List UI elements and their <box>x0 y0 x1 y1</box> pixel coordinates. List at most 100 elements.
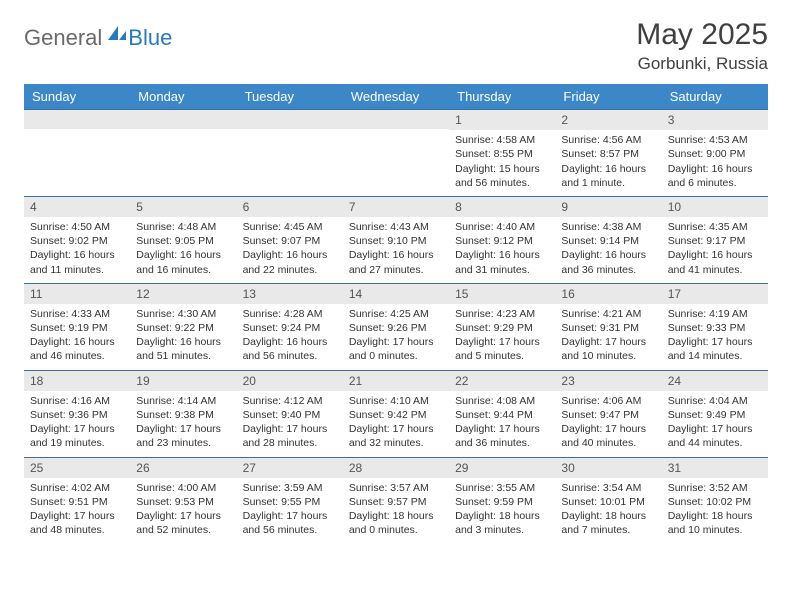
day-body: Sunrise: 4:28 AMSunset: 9:24 PMDaylight:… <box>237 304 343 370</box>
sunrise-line: Sunrise: 4:02 AM <box>30 481 124 495</box>
calendar-row: 18Sunrise: 4:16 AMSunset: 9:36 PMDayligh… <box>24 370 768 457</box>
day-body: Sunrise: 4:53 AMSunset: 9:00 PMDaylight:… <box>662 130 768 196</box>
daylight-line: Daylight: 17 hours and 44 minutes. <box>668 422 762 450</box>
sunrise-line: Sunrise: 4:19 AM <box>668 307 762 321</box>
day-number: 18 <box>24 371 130 391</box>
sunset-line: Sunset: 9:26 PM <box>349 321 443 335</box>
day-number: 1 <box>449 110 555 130</box>
sunset-line: Sunset: 9:12 PM <box>455 234 549 248</box>
calendar-cell <box>130 110 236 197</box>
day-number: 24 <box>662 371 768 391</box>
sunrise-line: Sunrise: 4:38 AM <box>561 220 655 234</box>
sunset-line: Sunset: 10:01 PM <box>561 495 655 509</box>
calendar-cell: 9Sunrise: 4:38 AMSunset: 9:14 PMDaylight… <box>555 196 661 283</box>
day-number <box>237 110 343 129</box>
day-number: 14 <box>343 284 449 304</box>
day-body: Sunrise: 3:54 AMSunset: 10:01 PMDaylight… <box>555 478 661 544</box>
sunset-line: Sunset: 9:33 PM <box>668 321 762 335</box>
sunrise-line: Sunrise: 3:59 AM <box>243 481 337 495</box>
day-number: 13 <box>237 284 343 304</box>
daylight-line: Daylight: 16 hours and 27 minutes. <box>349 248 443 276</box>
calendar-cell <box>237 110 343 197</box>
sunset-line: Sunset: 9:05 PM <box>136 234 230 248</box>
daylight-line: Daylight: 16 hours and 22 minutes. <box>243 248 337 276</box>
sunset-line: Sunset: 9:02 PM <box>30 234 124 248</box>
sunset-line: Sunset: 9:47 PM <box>561 408 655 422</box>
sunrise-line: Sunrise: 4:35 AM <box>668 220 762 234</box>
daylight-line: Daylight: 16 hours and 46 minutes. <box>30 335 124 363</box>
daylight-line: Daylight: 17 hours and 10 minutes. <box>561 335 655 363</box>
day-body: Sunrise: 4:08 AMSunset: 9:44 PMDaylight:… <box>449 391 555 457</box>
sunrise-line: Sunrise: 4:45 AM <box>243 220 337 234</box>
logo-text-blue: Blue <box>128 25 172 51</box>
sunrise-line: Sunrise: 4:06 AM <box>561 394 655 408</box>
day-number: 23 <box>555 371 661 391</box>
header: General Blue May 2025 Gorbunki, Russia <box>24 18 768 74</box>
daylight-line: Daylight: 18 hours and 0 minutes. <box>349 509 443 537</box>
day-body: Sunrise: 4:38 AMSunset: 9:14 PMDaylight:… <box>555 217 661 283</box>
day-body: Sunrise: 4:56 AMSunset: 8:57 PMDaylight:… <box>555 130 661 196</box>
daylight-line: Daylight: 16 hours and 6 minutes. <box>668 162 762 190</box>
calendar-cell: 3Sunrise: 4:53 AMSunset: 9:00 PMDaylight… <box>662 110 768 197</box>
day-body: Sunrise: 4:40 AMSunset: 9:12 PMDaylight:… <box>449 217 555 283</box>
daylight-line: Daylight: 17 hours and 19 minutes. <box>30 422 124 450</box>
day-number: 19 <box>130 371 236 391</box>
day-number: 17 <box>662 284 768 304</box>
calendar-cell: 30Sunrise: 3:54 AMSunset: 10:01 PMDaylig… <box>555 457 661 543</box>
calendar-cell: 28Sunrise: 3:57 AMSunset: 9:57 PMDayligh… <box>343 457 449 543</box>
sunrise-line: Sunrise: 4:21 AM <box>561 307 655 321</box>
day-number: 26 <box>130 458 236 478</box>
daylight-line: Daylight: 16 hours and 16 minutes. <box>136 248 230 276</box>
day-number: 16 <box>555 284 661 304</box>
daylight-line: Daylight: 16 hours and 41 minutes. <box>668 248 762 276</box>
day-number: 27 <box>237 458 343 478</box>
sunset-line: Sunset: 9:49 PM <box>668 408 762 422</box>
day-number: 3 <box>662 110 768 130</box>
sunrise-line: Sunrise: 4:30 AM <box>136 307 230 321</box>
calendar-cell: 24Sunrise: 4:04 AMSunset: 9:49 PMDayligh… <box>662 370 768 457</box>
day-number: 21 <box>343 371 449 391</box>
day-number: 4 <box>24 197 130 217</box>
calendar-cell: 27 Sunrise: 3:59 AMSunset: 9:55 PMDayligh… <box>237 457 343 543</box>
day-body: Sunrise: 4:43 AMSunset: 9:10 PMDaylight:… <box>343 217 449 283</box>
daylight-line: Daylight: 17 hours and 52 minutes. <box>136 509 230 537</box>
sunset-line: Sunset: 9:22 PM <box>136 321 230 335</box>
sunrise-line: Sunrise: 3:57 AM <box>349 481 443 495</box>
calendar-cell: 15Sunrise: 4:23 AMSunset: 9:29 PMDayligh… <box>449 283 555 370</box>
logo-sail-icon <box>106 24 128 47</box>
sunset-line: Sunset: 9:53 PM <box>136 495 230 509</box>
day-body: Sunrise: 4:02 AMSunset: 9:51 PMDaylight:… <box>24 478 130 544</box>
calendar-cell: 8Sunrise: 4:40 AMSunset: 9:12 PMDaylight… <box>449 196 555 283</box>
day-number: 29 <box>449 458 555 478</box>
logo: General Blue <box>24 24 172 51</box>
day-number: 12 <box>130 284 236 304</box>
day-body: Sunrise: 4:19 AMSunset: 9:33 PMDaylight:… <box>662 304 768 370</box>
sunset-line: Sunset: 9:55 PM <box>243 495 337 509</box>
calendar-row: 4Sunrise: 4:50 AMSunset: 9:02 PMDaylight… <box>24 196 768 283</box>
daylight-line: Daylight: 17 hours and 28 minutes. <box>243 422 337 450</box>
daylight-line: Daylight: 17 hours and 56 minutes. <box>243 509 337 537</box>
calendar-cell: 25Sunrise: 4:02 AMSunset: 9:51 PMDayligh… <box>24 457 130 543</box>
sunset-line: Sunset: 9:29 PM <box>455 321 549 335</box>
sunset-line: Sunset: 9:36 PM <box>30 408 124 422</box>
sunrise-line: Sunrise: 4:43 AM <box>349 220 443 234</box>
daylight-line: Daylight: 16 hours and 51 minutes. <box>136 335 230 363</box>
sunrise-line: Sunrise: 4:56 AM <box>561 133 655 147</box>
day-body: Sunrise: 4:12 AMSunset: 9:40 PMDaylight:… <box>237 391 343 457</box>
day-number: 2 <box>555 110 661 130</box>
sunset-line: Sunset: 8:55 PM <box>455 147 549 161</box>
daylight-line: Daylight: 17 hours and 48 minutes. <box>30 509 124 537</box>
logo-text-general: General <box>24 25 102 51</box>
daylight-line: Daylight: 18 hours and 10 minutes. <box>668 509 762 537</box>
calendar-cell: 20Sunrise: 4:12 AMSunset: 9:40 PMDayligh… <box>237 370 343 457</box>
sunrise-line: Sunrise: 4:12 AM <box>243 394 337 408</box>
sunset-line: Sunset: 9:17 PM <box>668 234 762 248</box>
calendar-cell: 26Sunrise: 4:00 AMSunset: 9:53 PMDayligh… <box>130 457 236 543</box>
calendar-cell <box>24 110 130 197</box>
page-title: May 2025 <box>636 18 768 52</box>
daylight-line: Daylight: 16 hours and 36 minutes. <box>561 248 655 276</box>
sunset-line: Sunset: 9:40 PM <box>243 408 337 422</box>
day-number: 25 <box>24 458 130 478</box>
calendar-cell: 4Sunrise: 4:50 AMSunset: 9:02 PMDaylight… <box>24 196 130 283</box>
location-label: Gorbunki, Russia <box>636 54 768 74</box>
